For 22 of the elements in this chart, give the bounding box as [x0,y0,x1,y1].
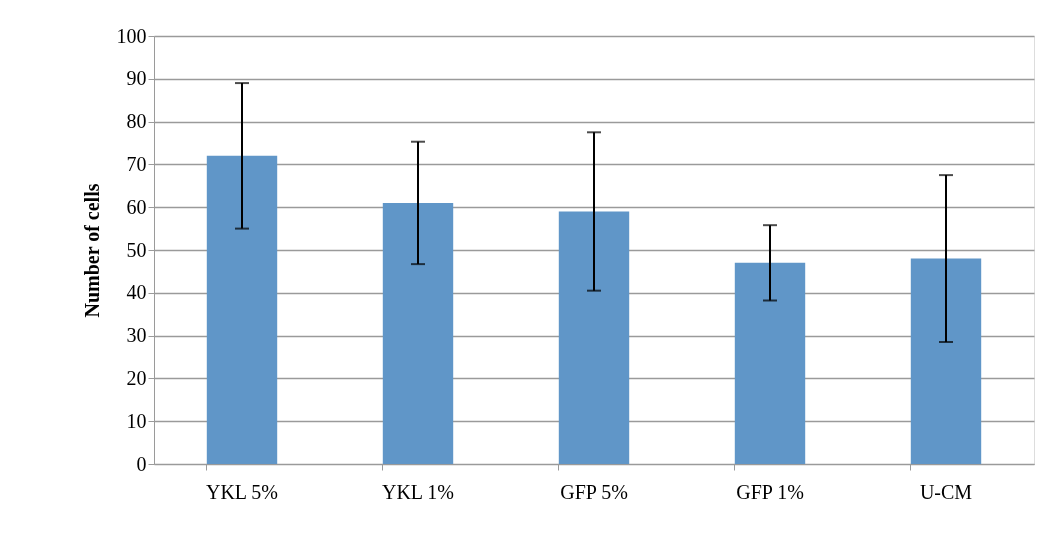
y-tick-label: 50 [126,238,147,261]
bar [910,258,982,464]
y-tick-label: 0 [136,452,147,475]
bar [734,262,806,464]
bar [382,202,454,464]
y-tick-label: 60 [126,195,147,218]
y-tick-label: 30 [126,324,147,347]
bar [558,211,630,464]
x-tick-label: U-CM [919,480,973,503]
x-tick-label: YKL 1% [381,480,455,503]
x-tick-label: GFP 5% [560,480,628,503]
y-tick-label: 70 [126,152,147,175]
x-tick-label: YKL 5% [205,480,279,503]
y-tick-label: 80 [126,110,147,133]
bar [206,155,278,464]
y-tick-label: 90 [126,67,147,90]
y-tick-label: 100 [116,24,147,47]
y-axis-title: Number of cells [80,183,103,318]
y-tick-label: 20 [126,366,147,389]
y-tick-label: 10 [126,409,147,432]
y-tick-label: 40 [126,281,147,304]
x-tick-label: GFP 1% [736,480,804,503]
